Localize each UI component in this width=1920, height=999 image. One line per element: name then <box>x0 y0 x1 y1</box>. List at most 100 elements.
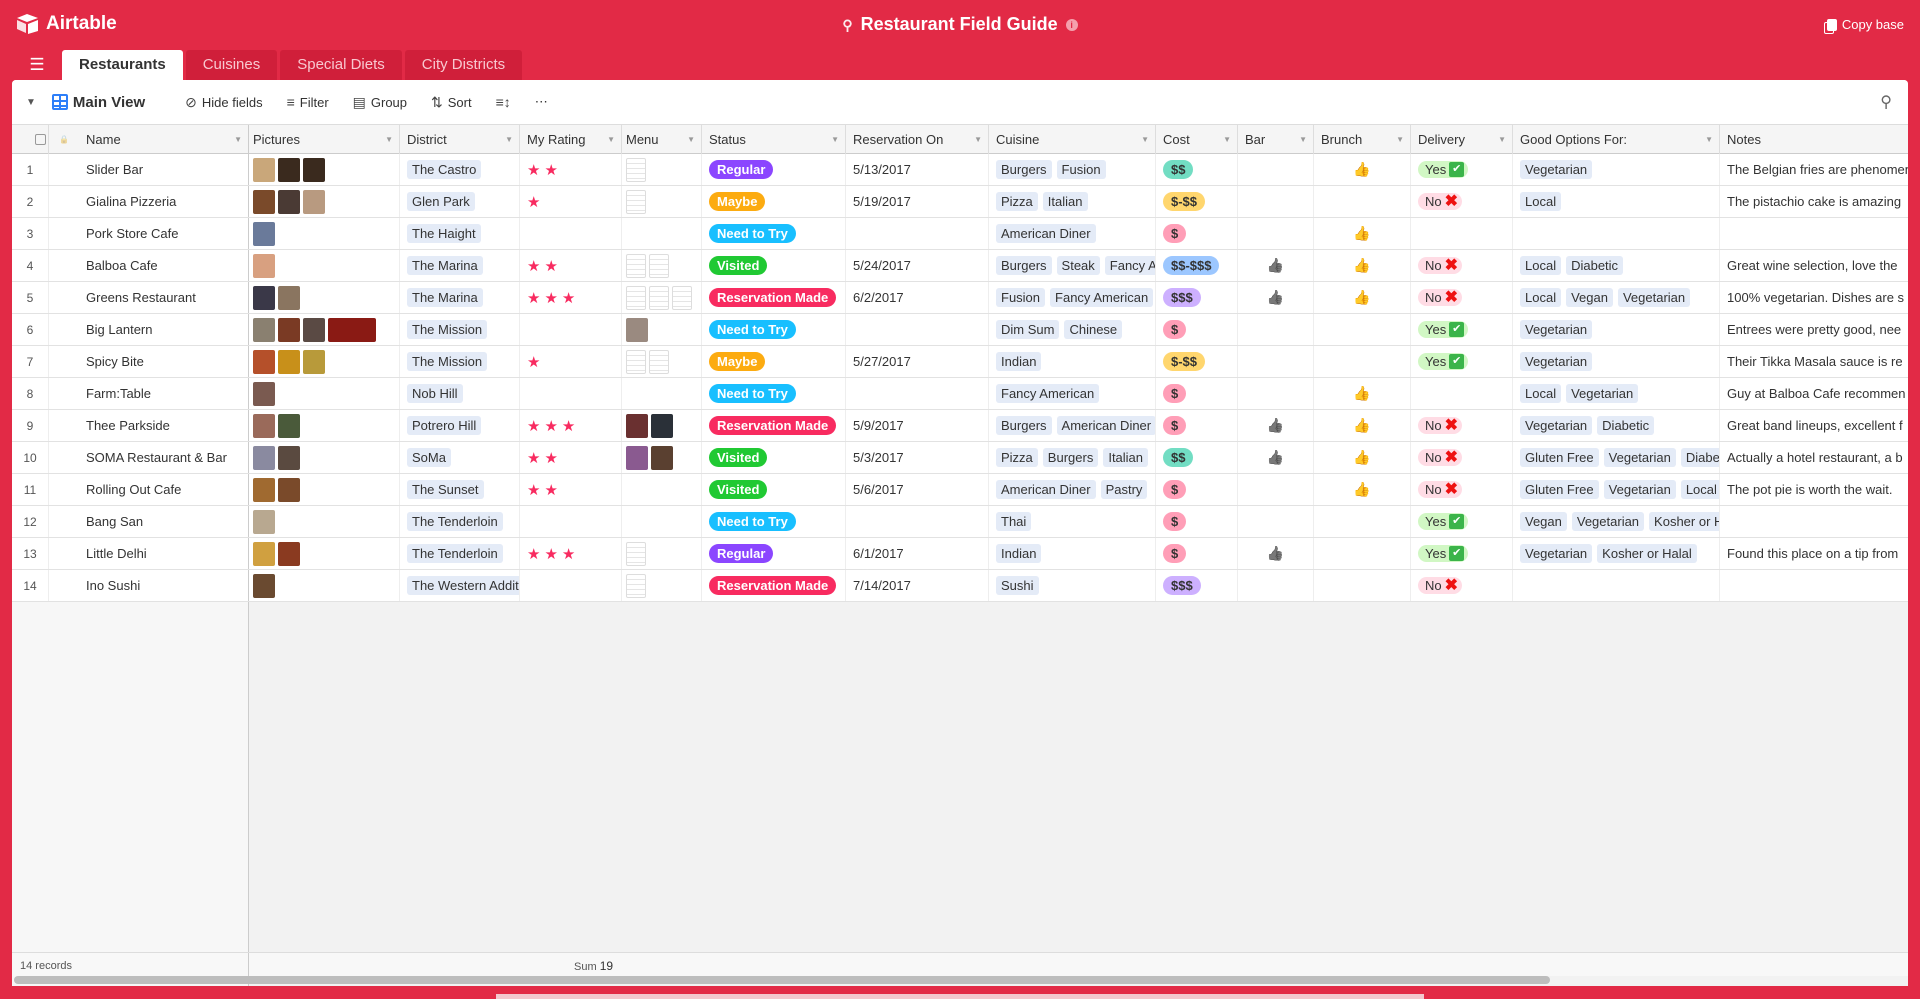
column-header-my-rating[interactable]: My Rating ▼ <box>520 125 622 154</box>
cell-cuisine[interactable]: Sushi <box>989 570 1156 601</box>
cell-brunch[interactable] <box>1314 538 1411 569</box>
cell-bar[interactable]: 👍 <box>1238 538 1314 569</box>
cell-brunch[interactable]: 👍 <box>1314 250 1411 281</box>
column-header-cuisine[interactable]: Cuisine ▼ <box>989 125 1156 154</box>
chevron-down-icon[interactable]: ▼ <box>385 135 393 144</box>
cell-status[interactable]: Visited <box>702 442 846 473</box>
cell-cost[interactable]: $ <box>1156 378 1238 409</box>
chevron-down-icon[interactable]: ▼ <box>1396 135 1404 144</box>
cell-good-options[interactable]: Vegetarian <box>1513 346 1720 377</box>
menu-image-thumbnail[interactable] <box>626 413 648 438</box>
airtable-logo[interactable]: Airtable <box>16 13 117 35</box>
cell-brunch[interactable]: 👍 <box>1314 474 1411 505</box>
cell-notes[interactable]: The Belgian fries are phenomenal <box>1720 154 1908 185</box>
cell-cuisine[interactable]: Indian <box>989 346 1156 377</box>
sort-button[interactable]: ⇅ Sort <box>431 94 472 111</box>
cell-cuisine[interactable]: Fusion Fancy American <box>989 282 1156 313</box>
table-row[interactable]: 9 Thee Parkside Potrero Hill ★ ★ ★ Reservation… <box>12 410 1908 442</box>
cell-reservation-date[interactable] <box>846 314 989 345</box>
cell-rating[interactable]: ★ ★ <box>520 442 622 473</box>
cell-name[interactable]: SOMA Restaurant & Bar <box>49 442 249 473</box>
chevron-down-icon[interactable]: ▼ <box>505 135 513 144</box>
cell-reservation-date[interactable] <box>846 218 989 249</box>
cell-rating[interactable]: ★ ★ ★ <box>520 538 622 569</box>
cell-delivery[interactable]: Yes ✔ <box>1411 314 1513 345</box>
cell-good-options[interactable]: Gluten FreeVegetarianDiabetic <box>1513 442 1720 473</box>
cell-cuisine[interactable]: Indian <box>989 538 1156 569</box>
cell-reservation-date[interactable]: 7/14/2017 <box>846 570 989 601</box>
cell-reservation-date[interactable]: 5/3/2017 <box>846 442 989 473</box>
picture-thumbnail[interactable] <box>278 189 300 214</box>
star-icon[interactable]: ★ <box>561 417 575 435</box>
cell-cuisine[interactable]: Thai <box>989 506 1156 537</box>
table-row[interactable]: 10 SOMA Restaurant & Bar SoMa ★ ★ Visited 5/3/… <box>12 442 1908 474</box>
cell-reservation-date[interactable] <box>846 506 989 537</box>
cell-rating[interactable] <box>520 314 622 345</box>
group-button[interactable]: ▤ Group <box>353 94 407 111</box>
cell-status[interactable]: Need to Try <box>702 218 846 249</box>
cell-status[interactable]: Maybe <box>702 346 846 377</box>
star-icon[interactable]: ★ <box>527 449 540 467</box>
cell-brunch[interactable]: 👍 <box>1314 410 1411 441</box>
cell-status[interactable]: Reservation Made <box>702 570 846 601</box>
cell-menu[interactable] <box>622 282 702 313</box>
chevron-down-icon[interactable]: ▼ <box>607 135 615 144</box>
picture-thumbnail[interactable] <box>253 541 275 566</box>
hide-fields-button[interactable]: ⊘ Hide fields <box>185 94 262 111</box>
cell-reservation-date[interactable]: 5/24/2017 <box>846 250 989 281</box>
cell-name[interactable]: Gialina Pizzeria <box>49 186 249 217</box>
cell-pictures[interactable] <box>249 570 400 601</box>
cell-pictures[interactable] <box>249 538 400 569</box>
star-icon[interactable]: ★ <box>544 481 557 499</box>
cell-rating[interactable] <box>520 506 622 537</box>
cell-bar[interactable] <box>1238 186 1314 217</box>
chevron-down-icon[interactable]: ▼ <box>1705 135 1713 144</box>
cell-cost[interactable]: $$$ <box>1156 282 1238 313</box>
menu-document-thumbnail[interactable] <box>649 349 669 374</box>
cell-pictures[interactable] <box>249 506 400 537</box>
cell-good-options[interactable] <box>1513 570 1720 601</box>
cell-delivery[interactable]: No ✖ <box>1411 442 1513 473</box>
cell-cost[interactable]: $ <box>1156 218 1238 249</box>
cell-brunch[interactable]: 👍 <box>1314 154 1411 185</box>
cell-notes[interactable] <box>1720 506 1908 537</box>
cell-cuisine[interactable]: Pizza Burgers Italian <box>989 442 1156 473</box>
cell-cost[interactable]: $-$$ <box>1156 186 1238 217</box>
column-header-menu[interactable]: Menu ▼ <box>622 125 702 154</box>
cell-bar[interactable] <box>1238 314 1314 345</box>
cell-delivery[interactable]: No ✖ <box>1411 570 1513 601</box>
copy-base-button[interactable]: Copy base <box>1826 17 1904 32</box>
tab-restaurants[interactable]: Restaurants <box>62 50 183 80</box>
cell-name[interactable]: Thee Parkside <box>49 410 249 441</box>
cell-cuisine[interactable]: American Diner Pastry <box>989 474 1156 505</box>
picture-thumbnail[interactable] <box>253 349 275 374</box>
picture-thumbnail[interactable] <box>253 509 275 534</box>
column-header-bar[interactable]: Bar ▼ <box>1238 125 1314 154</box>
cell-good-options[interactable]: Vegetarian Kosher or Halal <box>1513 538 1720 569</box>
star-icon[interactable]: ★ <box>527 257 540 275</box>
picture-thumbnail[interactable] <box>278 349 300 374</box>
cell-good-options[interactable]: Local <box>1513 186 1720 217</box>
star-icon[interactable]: ★ <box>527 161 540 179</box>
star-icon[interactable]: ★ <box>544 545 557 563</box>
cell-brunch[interactable]: 👍 <box>1314 282 1411 313</box>
cell-notes[interactable]: The pistachio cake is amazing <box>1720 186 1908 217</box>
menu-document-thumbnail[interactable] <box>672 285 692 310</box>
cell-rating[interactable]: ★ <box>520 186 622 217</box>
cell-status[interactable]: Need to Try <box>702 378 846 409</box>
cell-cost[interactable]: $ <box>1156 474 1238 505</box>
menu-document-thumbnail[interactable] <box>649 285 669 310</box>
cell-menu[interactable] <box>622 410 702 441</box>
cell-bar[interactable] <box>1238 154 1314 185</box>
cell-cost[interactable]: $$ <box>1156 154 1238 185</box>
tab-special-diets[interactable]: Special Diets <box>280 50 402 80</box>
cell-brunch[interactable] <box>1314 314 1411 345</box>
chevron-down-icon[interactable]: ▼ <box>1223 135 1231 144</box>
cell-status[interactable]: Regular <box>702 154 846 185</box>
cell-delivery[interactable]: Yes ✔ <box>1411 154 1513 185</box>
chevron-down-icon[interactable]: ▼ <box>1299 135 1307 144</box>
cell-delivery[interactable]: No ✖ <box>1411 410 1513 441</box>
cell-cost[interactable]: $$ <box>1156 442 1238 473</box>
cell-name[interactable]: Pork Store Cafe <box>49 218 249 249</box>
